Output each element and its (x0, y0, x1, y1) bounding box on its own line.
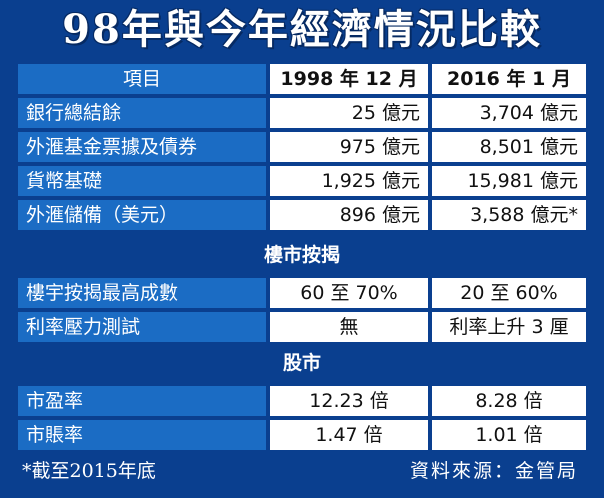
row-label: 樓宇按揭最高成數 (18, 278, 266, 308)
row-value-2016: 3,588 億元* (432, 200, 586, 230)
table-row: 利率壓力測試 無 利率上升 3 厘 (18, 312, 586, 342)
row-value-2016: 3,704 億元 (432, 98, 586, 128)
table-row: 貨幣基礎 1,925 億元 15,981 億元 (18, 166, 586, 196)
row-value-2016: 8.28 倍 (432, 386, 586, 416)
row-value-1998: 無 (270, 312, 428, 342)
source-credit: 資料來源：金管局 (409, 460, 578, 482)
row-label: 利率壓力測試 (18, 312, 266, 342)
table-row: 外滙基金票據及債券 975 億元 8,501 億元 (18, 132, 586, 162)
row-label: 銀行總結餘 (18, 98, 266, 128)
row-value-2016: 15,981 億元 (432, 166, 586, 196)
row-label: 外滙儲備（美元） (18, 200, 266, 230)
row-value-1998: 975 億元 (270, 132, 428, 162)
row-value-2016: 1.01 倍 (432, 420, 586, 450)
table-row: 外滙儲備（美元） 896 億元 3,588 億元* (18, 200, 586, 230)
page-title: 98年與今年經濟情況比較 (62, 6, 542, 53)
row-value-1998: 896 億元 (270, 200, 428, 230)
section-title-property: 樓市按揭 (263, 244, 340, 266)
row-value-2016: 20 至 60% (432, 278, 586, 308)
row-value-1998: 12.23 倍 (270, 386, 428, 416)
row-label: 貨幣基礎 (18, 166, 266, 196)
table-row: 市賬率 1.47 倍 1.01 倍 (18, 420, 586, 450)
row-label: 市賬率 (18, 420, 266, 450)
row-label: 外滙基金票據及債券 (18, 132, 266, 162)
header-item: 項目 (18, 64, 266, 94)
footnote: *截至2015年底 (22, 460, 156, 482)
row-value-1998: 60 至 70% (270, 278, 428, 308)
row-value-2016: 8,501 億元 (432, 132, 586, 162)
row-label: 市盈率 (18, 386, 266, 416)
header-2016: 2016 年 1 月 (432, 64, 586, 94)
header-1998: 1998 年 12 月 (270, 64, 428, 94)
row-value-1998: 25 億元 (270, 98, 428, 128)
row-value-1998: 1,925 億元 (270, 166, 428, 196)
table-row: 銀行總結餘 25 億元 3,704 億元 (18, 98, 586, 128)
section-title-stock: 股市 (282, 352, 321, 374)
table-row: 樓宇按揭最高成數 60 至 70% 20 至 60% (18, 278, 586, 308)
table-header-row: 項目 1998 年 12 月 2016 年 1 月 (18, 64, 586, 94)
row-value-1998: 1.47 倍 (270, 420, 428, 450)
row-value-2016: 利率上升 3 厘 (432, 312, 586, 342)
table-row: 市盈率 12.23 倍 8.28 倍 (18, 386, 586, 416)
